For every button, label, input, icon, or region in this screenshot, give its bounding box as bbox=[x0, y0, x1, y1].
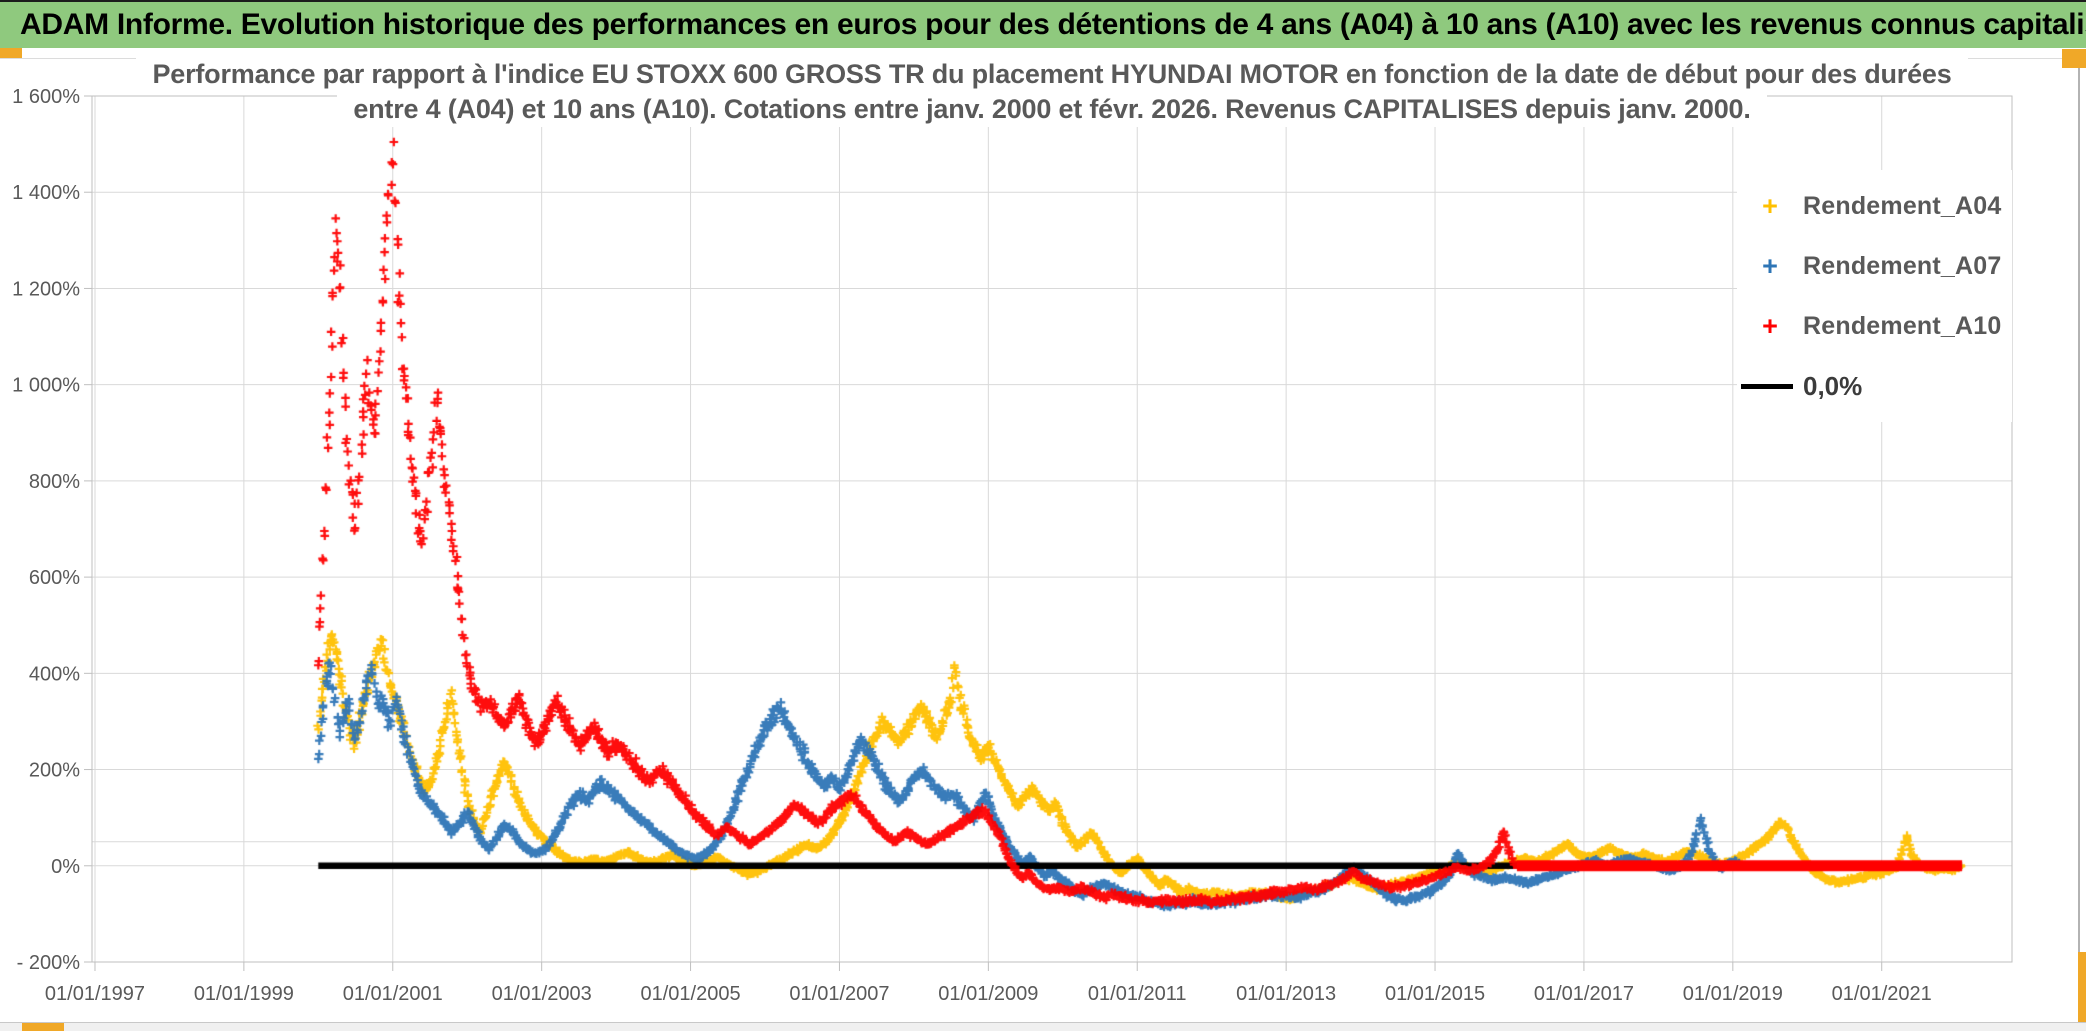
legend-item-rendement-a07: + Rendement_A07 bbox=[1737, 236, 2012, 296]
legend-label: Rendement_A07 bbox=[1803, 251, 2002, 280]
chart-title: Performance par rapport à l'indice EU ST… bbox=[92, 57, 2012, 127]
chart-title-line2: entre 4 (A04) et 10 ans (A10). Cotations… bbox=[337, 92, 1767, 127]
legend-item-rendement-a04: + Rendement_A04 bbox=[1737, 176, 2012, 236]
legend-label: Rendement_A04 bbox=[1803, 191, 2002, 220]
legend-plus-marker-icon: + bbox=[1762, 250, 1778, 281]
legend-plus-marker-icon: + bbox=[1762, 190, 1778, 221]
chart-legend: + Rendement_A04 + Rendement_A07 + Rendement_A… bbox=[1737, 170, 2012, 422]
legend-item-0-0-: 0,0% bbox=[1737, 356, 2012, 416]
chart-title-line1: Performance par rapport à l'indice EU ST… bbox=[136, 57, 1968, 92]
legend-label: 0,0% bbox=[1803, 370, 1863, 401]
legend-line-swatch-icon bbox=[1741, 383, 1793, 389]
legend-plus-marker-icon: + bbox=[1762, 310, 1778, 341]
legend-label: Rendement_A10 bbox=[1803, 311, 2002, 340]
legend-item-rendement-a10: + Rendement_A10 bbox=[1737, 296, 2012, 356]
